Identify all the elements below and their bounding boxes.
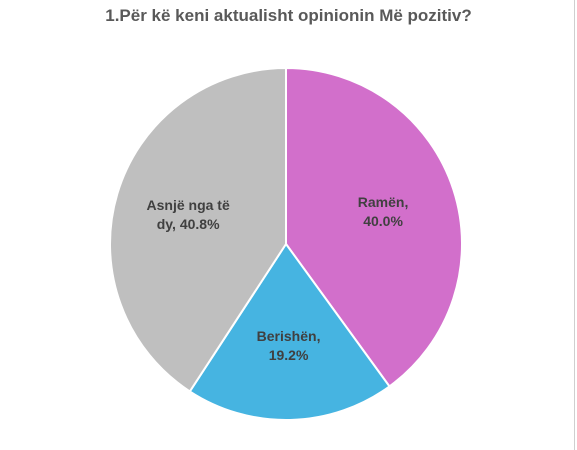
slice-label-ramen-value: 40.0% bbox=[363, 213, 403, 230]
slice-label-berishen-value: 19.2% bbox=[268, 347, 309, 364]
slice-label-ramen-name: Ramën, bbox=[357, 194, 409, 211]
pie-slice-ramen bbox=[285, 66, 463, 388]
slice-label-asnje-name: Asnjë nga të bbox=[146, 196, 230, 213]
slice-label-berishen-name: Berishën, bbox=[256, 328, 321, 345]
slice-label-asnje: Asnjë nga të dy, 40.8% bbox=[128, 196, 248, 234]
window-edge-divider bbox=[574, 0, 575, 450]
chart-title: 1.Për kë keni aktualisht opinionin Më po… bbox=[105, 6, 472, 25]
pie-slice-asnje bbox=[109, 66, 287, 393]
slice-label-asnje-value: dy, 40.8% bbox=[156, 215, 220, 232]
slice-label-ramen: Ramën, 40.0% bbox=[323, 193, 443, 231]
slice-label-berishen: Berishën, 19.2% bbox=[229, 327, 349, 365]
pie-slice-berishen bbox=[188, 242, 391, 421]
